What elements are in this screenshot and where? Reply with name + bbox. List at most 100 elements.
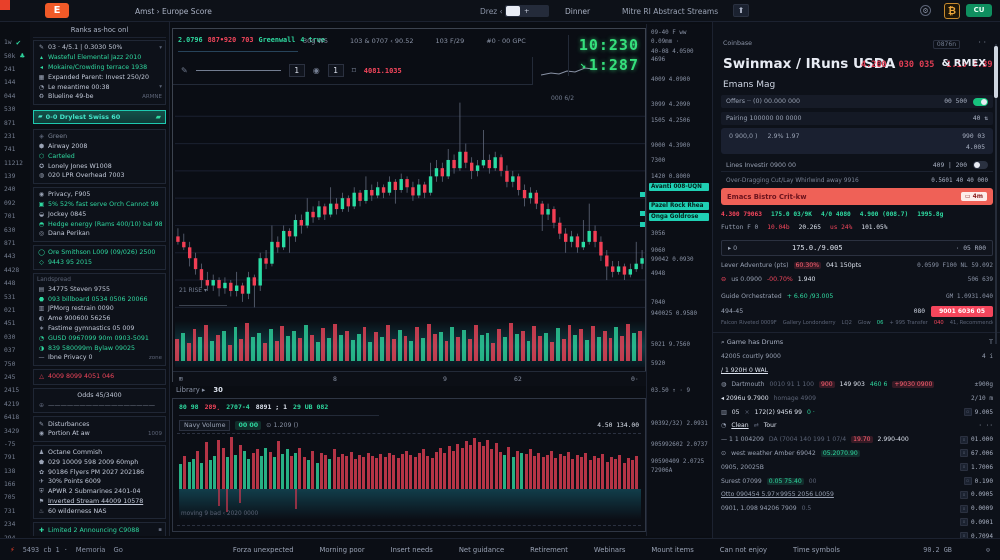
sidebar-item[interactable]: ◔ GUSD 0967099 90m 0903-5091 (37, 333, 162, 343)
sidebar-item[interactable]: ◒ Jockey 0845 (37, 209, 162, 219)
draw-icon[interactable]: ✎ (181, 66, 188, 75)
trades-table-header[interactable]: ⌕ Game has Drums T (721, 338, 993, 346)
trade-row[interactable]: / 1 920H 0 WAL (721, 364, 993, 378)
alert-banner[interactable]: Emacs Bistro Crit-kw ▭ 4m (721, 188, 993, 205)
footer-link[interactable]: Net guidance (458, 545, 505, 554)
snapshot-icon[interactable]: ⌑ (351, 66, 356, 75)
footer-link[interactable]: Mount items (651, 545, 694, 554)
trade-row[interactable]: — 1 1 004209 DA (7004 140 199 1 07/4 19.70… (721, 433, 993, 447)
lines-row[interactable]: Lines Investir 0900 00 409 | 200 (721, 159, 993, 172)
magnet-icon[interactable]: ◉ (312, 66, 320, 75)
sidebar-item[interactable]: ◉ Privacy, F905 (37, 190, 162, 200)
trade-row[interactable]: 42005 courtly 9000 4 i (721, 350, 993, 364)
table-filter-icon[interactable]: T (989, 338, 993, 346)
sidebar-item[interactable]: ◓ Hedge energy (Rams 400/10) bal 98 (37, 219, 162, 229)
footer-link[interactable]: Forza unexpected (232, 545, 294, 554)
sidebar-item[interactable]: ⊕ ————————————————— (37, 400, 162, 410)
offers-toggle[interactable] (973, 97, 988, 106)
trade-row[interactable]: ◔ Clean ⇄ Tour · ·· (721, 419, 993, 433)
more-menu-icon[interactable]: · · (978, 38, 986, 47)
trade-row[interactable]: Otto 090454 5.97×9955 2056 L0059 ▫ 0.0905 (721, 488, 993, 502)
nav-item-dinner[interactable]: Dinner (565, 7, 591, 16)
sidebar-item[interactable]: ◎ Dana Perikan (37, 229, 162, 239)
sidebar-item[interactable]: ⛊097 Greatly farming 9069 (37, 535, 162, 537)
sidebar-item[interactable]: ⬣ 093 billboard 0534 0506 20066 (37, 294, 162, 304)
sidebar-item[interactable]: ⛨ APWR 2 Submarines 2401-04 (37, 487, 162, 497)
sidebar-item[interactable]: △ 4009 8099 4051 046 (37, 372, 162, 382)
scrollbar-track[interactable] (995, 44, 997, 344)
footer-link[interactable]: Retirement (530, 545, 568, 554)
upload-icon[interactable]: ⬆ (733, 4, 749, 17)
breadcrumb[interactable]: Amst › Europe Score (135, 7, 212, 16)
clock-icon[interactable]: ⊙ (985, 545, 990, 554)
nav-item-streams[interactable]: Mitre RI Abstract Streams (622, 7, 719, 16)
trendline-tool[interactable] (195, 70, 281, 71)
quantity-input[interactable]: 1 (327, 64, 344, 77)
go-link[interactable]: Go (113, 545, 123, 554)
trade-row[interactable]: Surest 07099 0.05 75.40 00 ▫ 0.190 (721, 474, 993, 488)
offers-row[interactable]: Offers ·· (0) 00.000 000 00 500 (721, 95, 993, 108)
footer-link[interactable]: Morning poor (319, 545, 365, 554)
sidebar-selected-item[interactable]: ▰ 0-0 Drylest Swiss 60 ▰ (33, 109, 166, 124)
sidebar-item[interactable]: ◐ Ame 900600 56256 (37, 314, 162, 324)
sidebar-item[interactable]: ◍ 020 LPR Overhead 7003 (37, 171, 162, 181)
sell-button[interactable]: 9001 6036 05 (931, 306, 993, 317)
volume-filter-box[interactable]: Navy Volume (179, 420, 231, 431)
trade-row[interactable]: ▫ 0.0901 (721, 516, 993, 530)
price-input-row[interactable]: ▸ 0 175.0./9.005 · 05 R00 (721, 240, 993, 256)
theme-toggle[interactable]: + (505, 5, 549, 17)
account-chip[interactable]: 0876n (932, 40, 960, 49)
sidebar-item[interactable]: ♻ Blueline 49-be ARMNE (37, 92, 162, 102)
sidebar-item[interactable]: ♨ 60 wilderness NAS (37, 506, 162, 516)
price-input-value[interactable]: 175.0./9.005 (792, 244, 843, 252)
sidebar-item[interactable]: ✈ 30% Points 6009 (37, 477, 162, 487)
sidebar-item[interactable]: Odds 45/3400 (37, 391, 162, 401)
candlestick-chart[interactable] (175, 89, 645, 321)
sidebar-item[interactable]: ∗ Fastime gymnastics 05 009 (37, 324, 162, 334)
footer-link[interactable]: Webinars (593, 545, 626, 554)
sidebar-item[interactable]: ✪ Lonely Jones W1008 (37, 161, 162, 171)
sidebar-item[interactable]: ▥ JPMorg restrain 0090 (37, 304, 162, 314)
memoria-link[interactable]: Memoria (75, 545, 106, 554)
sidebar-item[interactable]: ◉ Portion At aw 1009 (37, 429, 162, 439)
footer-link[interactable]: Time symbols (793, 545, 840, 554)
sidebar-item[interactable]: ◔ Le meantime 00:38 ▾ (37, 82, 162, 92)
trade-row[interactable]: ◂ 2096u 9.7900 homage 4909 2/10 m (721, 391, 993, 405)
time-axis[interactable]: ⊞ 8 9 62 0· (173, 371, 647, 386)
lines-toggle[interactable] (973, 161, 988, 169)
trade-row[interactable]: ⊙ west weather Amber 69042 05.2070.90 ▫ 67.0… (721, 447, 993, 461)
chart-corner-label[interactable]: 21 RISE ▾ (179, 287, 207, 294)
trade-row[interactable]: ◍ Dartmouth 0010 91 1 100 900 149 903 460 6 +9… (721, 378, 993, 392)
sidebar-item[interactable]: ▤ 34775 Steven 9755 (37, 284, 162, 294)
sidebar-item[interactable]: ⬡ Carteled (37, 151, 162, 161)
sidebar-item[interactable]: ◂ Mokaire/Crowding terrace 1938 (37, 63, 162, 73)
sidebar-item[interactable]: ▣ 5% 52% fast serve Orch Cannot 98 (37, 200, 162, 210)
sidebar-item[interactable]: ◑ 839 580099m Bylaw 09025 (37, 343, 162, 353)
trade-row[interactable]: ▥ 05 × 172(2) 9456 99 0 · ▫ 9.005 (721, 405, 993, 419)
interval-input[interactable]: 1 (288, 64, 305, 77)
pairing-row[interactable]: Pairing 100000 00 0000 40 ⇅ (721, 112, 993, 125)
secondary-panel-header[interactable]: Library ▸ 30 (176, 386, 223, 394)
trade-row[interactable]: 0901, 1.098 94206 7909 0.5 ▫ 0.0009 (721, 502, 993, 516)
sidebar-item[interactable]: ▴ Wasteful Elemental Jazz 2010 (37, 53, 162, 63)
nav-item-drez[interactable]: Drez ‹ (480, 7, 503, 16)
app-logo[interactable]: E (45, 3, 69, 18)
footer-link[interactable]: Insert needs (390, 545, 433, 554)
footer-link[interactable]: Can not enjoy (719, 545, 768, 554)
sidebar-item[interactable]: ⬢ Airway 2008 (37, 142, 162, 152)
sidebar-item[interactable]: ▦ Expanded Parent: Invest 250/20 (37, 72, 162, 82)
sidebar-item[interactable]: ◯ Ore Smithson L009 (09/026) 2500 (37, 248, 162, 258)
sidebar-item[interactable]: ✎ Disturbances (37, 419, 162, 429)
sidebar-item[interactable]: ◈ Green (37, 132, 162, 142)
sidebar-item[interactable]: ✚ Limited 2 Announcing C9088 ▪ (37, 525, 162, 535)
trade-row[interactable]: 0905, 20025B ▫ 1.7006 (721, 460, 993, 474)
sidebar-item[interactable]: ♟ Octane Commish (37, 448, 162, 458)
gear-icon[interactable]: ⚙ (920, 5, 931, 16)
bitcoin-icon[interactable]: ₿ (944, 3, 960, 19)
sidebar-item[interactable]: ✿ 90186 Flyers PM 2027 202186 (37, 467, 162, 477)
sidebar-item[interactable]: — Ibne Privacy 0 zone (37, 353, 163, 363)
sidebar-item[interactable]: ⬟ 029 10009 598 2009 60mph (37, 458, 162, 468)
sidebar-item[interactable]: ◇ 9443 95 2015 (37, 258, 162, 268)
connect-button[interactable]: CU (966, 4, 992, 17)
scrollbar-thumb[interactable] (994, 46, 998, 98)
